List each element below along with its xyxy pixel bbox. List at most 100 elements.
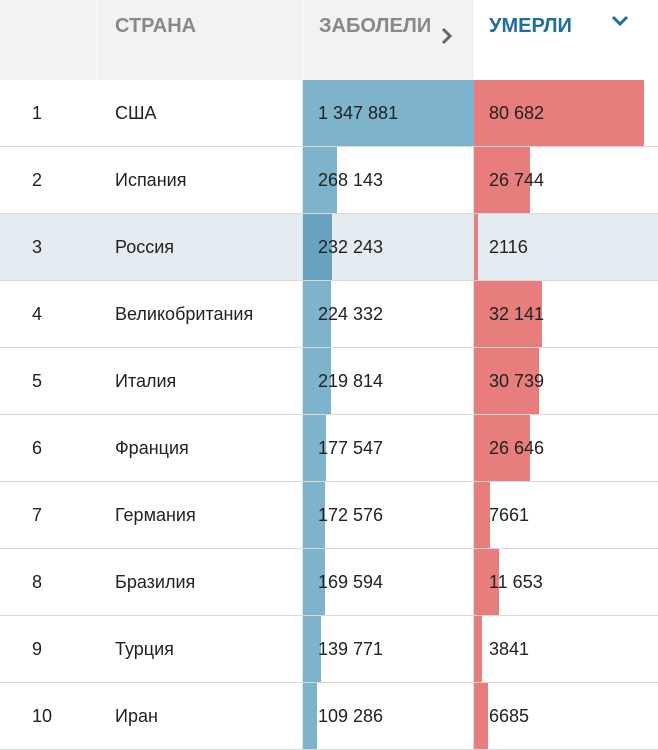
row-cases: 232 243 — [302, 214, 474, 281]
cases-bar — [303, 147, 337, 213]
header-rank — [0, 0, 97, 80]
row-cases: 109 286 — [302, 683, 474, 750]
row-deaths: 6685 — [474, 683, 658, 750]
cases-value: 268 143 — [318, 170, 384, 190]
row-cases: 268 143 — [302, 147, 474, 214]
table-row[interactable]: 9 Турция 139 771 3841 — [0, 616, 658, 683]
table-row[interactable]: 6 Франция 177 547 26 646 — [0, 415, 658, 482]
cases-value: 224 332 — [318, 304, 384, 324]
row-rank: 4 — [32, 304, 43, 324]
row-country: США — [115, 103, 157, 123]
deaths-value: 11 653 — [489, 572, 543, 592]
cases-value: 172 576 — [318, 505, 384, 525]
deaths-bar — [474, 415, 530, 481]
deaths-bar — [474, 683, 488, 749]
row-country: Турция — [115, 639, 174, 659]
cases-bar — [303, 549, 325, 615]
row-deaths: 26 646 — [474, 415, 658, 482]
deaths-bar — [474, 214, 478, 280]
deaths-bar — [474, 616, 482, 682]
row-cases: 224 332 — [302, 281, 474, 348]
header-cases-label: ЗАБОЛЕЛИ — [319, 15, 432, 37]
cases-bar — [303, 616, 321, 682]
cases-value: 232 243 — [318, 237, 384, 257]
row-country: Иран — [115, 706, 158, 726]
row-rank: 9 — [32, 639, 43, 659]
row-cases: 177 547 — [302, 415, 474, 482]
table-row[interactable]: 2 Испания 268 143 26 744 — [0, 147, 658, 214]
deaths-value: 6685 — [489, 706, 530, 726]
row-deaths: 32 141 — [474, 281, 658, 348]
row-cases: 172 576 — [302, 482, 474, 549]
header-deaths[interactable]: УМЕРЛИ — [474, 0, 658, 80]
table-row[interactable]: 8 Бразилия 169 594 11 653 — [0, 549, 658, 616]
row-rank: 5 — [32, 371, 43, 391]
table-row[interactable]: 7 Германия 172 576 7661 — [0, 482, 658, 549]
table-row[interactable]: 5 Италия 219 814 30 739 — [0, 348, 658, 415]
deaths-value: 32 141 — [489, 304, 545, 324]
row-deaths: 7661 — [474, 482, 658, 549]
row-rank: 2 — [32, 170, 43, 190]
cases-bar — [303, 281, 331, 347]
deaths-bar — [474, 281, 542, 347]
deaths-value: 2116 — [489, 237, 528, 257]
cases-value: 109 286 — [318, 706, 384, 726]
cases-value: 219 814 — [318, 371, 384, 391]
deaths-value: 3841 — [489, 639, 530, 659]
cases-value: 1 347 881 — [318, 103, 399, 123]
header-country[interactable]: СТРАНА — [97, 0, 302, 80]
deaths-bar — [474, 549, 499, 615]
row-country: Франция — [115, 438, 189, 458]
cases-bar — [303, 415, 326, 481]
row-country: Испания — [115, 170, 187, 190]
row-rank: 6 — [32, 438, 43, 458]
deaths-value: 26 744 — [489, 170, 545, 190]
row-rank: 8 — [32, 572, 43, 592]
chevron-right-icon — [441, 27, 453, 45]
row-deaths: 2116 — [474, 214, 658, 281]
table-row[interactable]: 4 Великобритания 224 332 32 141 — [0, 281, 658, 348]
deaths-value: 26 646 — [489, 438, 545, 458]
table-header: СТРАНА ЗАБОЛЕЛИ УМЕРЛИ — [0, 0, 658, 80]
row-country: Италия — [115, 371, 177, 391]
deaths-bar — [474, 80, 644, 146]
deaths-bar — [474, 348, 539, 414]
cases-bar — [303, 214, 332, 280]
table-row[interactable]: 3 Россия 232 243 2116 — [0, 214, 658, 281]
cases-value: 177 547 — [318, 438, 384, 458]
row-country: Россия — [115, 237, 175, 257]
header-deaths-label: УМЕРЛИ — [489, 15, 572, 37]
cases-bar — [303, 348, 331, 414]
cases-value: 169 594 — [318, 572, 384, 592]
deaths-bar — [474, 482, 490, 548]
row-cases: 139 771 — [302, 616, 474, 683]
row-cases: 1 347 881 — [302, 80, 474, 147]
row-deaths: 80 682 — [474, 80, 658, 147]
table-row[interactable]: 10 Иран 109 286 6685 — [0, 683, 658, 750]
row-country: Великобритания — [115, 304, 254, 324]
row-cases: 219 814 — [302, 348, 474, 415]
row-country: Германия — [115, 505, 196, 525]
chevron-down-icon — [611, 15, 629, 27]
deaths-value: 7661 — [489, 505, 530, 525]
header-cases[interactable]: ЗАБОЛЕЛИ — [302, 0, 474, 80]
table-row[interactable]: 1 США 1 347 881 80 682 — [0, 80, 658, 147]
row-rank: 1 — [32, 103, 43, 123]
deaths-value: 30 739 — [489, 371, 545, 391]
deaths-bar — [474, 147, 530, 213]
row-rank: 7 — [32, 505, 43, 525]
row-cases: 169 594 — [302, 549, 474, 616]
row-rank: 3 — [32, 237, 43, 257]
cases-bar — [303, 482, 325, 548]
row-deaths: 3841 — [474, 616, 658, 683]
row-deaths: 26 744 — [474, 147, 658, 214]
deaths-value: 80 682 — [489, 103, 545, 123]
cases-bar — [303, 80, 474, 146]
row-country: Бразилия — [115, 572, 196, 592]
row-deaths: 11 653 — [474, 549, 658, 616]
row-deaths: 30 739 — [474, 348, 658, 415]
row-rank: 10 — [32, 706, 53, 726]
cases-value: 139 771 — [318, 639, 384, 659]
cases-bar — [303, 683, 317, 749]
